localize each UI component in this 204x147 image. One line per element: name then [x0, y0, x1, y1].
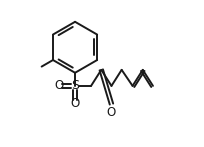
Text: O: O	[107, 106, 116, 119]
Text: S: S	[71, 79, 79, 92]
Text: O: O	[70, 97, 80, 110]
Text: O: O	[54, 79, 64, 92]
